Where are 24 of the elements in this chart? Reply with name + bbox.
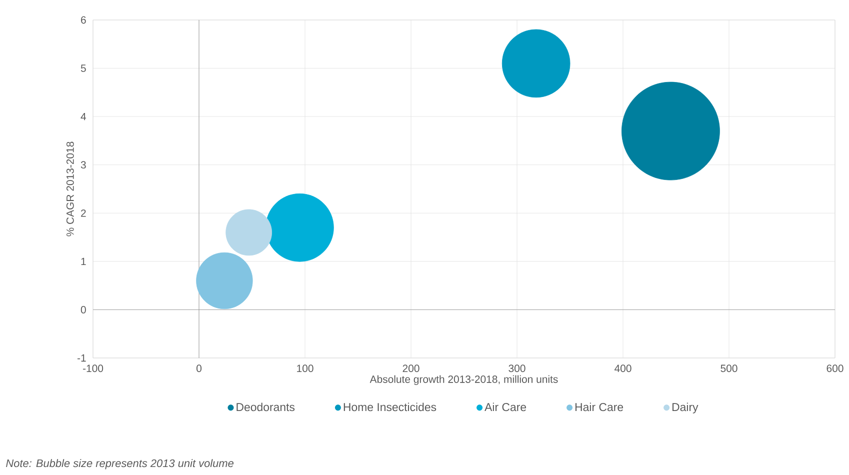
legend-label: Dairy: [672, 402, 698, 414]
y-tick-label: 4: [80, 112, 86, 120]
x-tick-label: 100: [297, 364, 314, 372]
x-tick-label: 0: [196, 364, 202, 372]
y-tick-label: 2: [81, 209, 86, 217]
legend-label: Deodorants: [236, 402, 295, 412]
x-tick-label: 600: [826, 364, 844, 372]
x-tick-label: -100: [83, 364, 104, 372]
y-tick-label: 5: [80, 64, 86, 72]
y-tick-label: 1: [81, 258, 86, 266]
legend-label: Hair Care: [575, 402, 624, 412]
y-tick-label: 3: [80, 161, 86, 169]
y-axis-title: % CAGR 2013-2018: [66, 142, 74, 236]
legend-label: Air Care: [484, 402, 526, 412]
x-tick-label: 500: [720, 364, 738, 372]
x-tick-label: 300: [508, 364, 526, 372]
x-tick-label: 400: [614, 364, 632, 372]
legend-label: Home Insecticides: [344, 402, 436, 412]
y-tick-label: 0: [80, 306, 86, 314]
x-axis-title: Absolute growth 2013-2018, million units: [370, 375, 558, 385]
text: Note: Bubble size represents 2013 unit volume: [6, 459, 234, 470]
y-tick-label: 6: [81, 16, 86, 24]
x-tick-label: 200: [402, 364, 420, 372]
y-tick-label: -1: [77, 354, 86, 362]
